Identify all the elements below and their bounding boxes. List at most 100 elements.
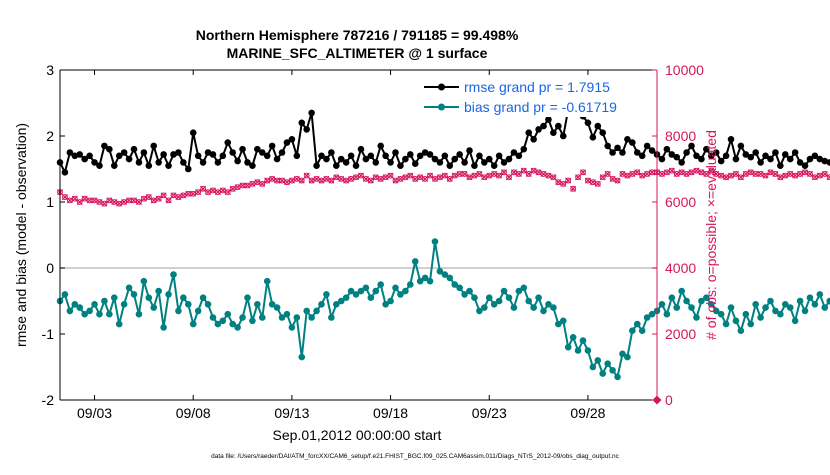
bias-point (273, 304, 281, 311)
obs-evaluated-point (713, 170, 720, 177)
bias-point (446, 274, 454, 282)
x-tick-label: 09/28 (570, 405, 605, 421)
obs-evaluated-stroke (555, 179, 562, 186)
bias-point (71, 301, 79, 308)
obs-evaluated-point (584, 177, 591, 184)
obs-evaluated-stroke (145, 194, 152, 201)
rmse-point (106, 145, 113, 153)
obs-evaluated-stroke (244, 182, 251, 189)
obs-possible-point (210, 187, 216, 194)
bias-point (239, 314, 246, 321)
obs-evaluated-stroke (318, 177, 325, 184)
obs-evaluated-point (461, 170, 468, 177)
bias-point (643, 314, 651, 321)
rmse-point (707, 152, 715, 160)
bias-point (540, 307, 547, 315)
rmse-point (742, 151, 750, 158)
obs-evaluated-stroke (718, 172, 725, 179)
rmse-point (283, 139, 291, 146)
rmse-point (525, 129, 533, 136)
rmse-point (717, 157, 725, 165)
rmse-point (219, 152, 227, 160)
rmse-point (367, 152, 375, 160)
obs-possible-point (703, 171, 710, 177)
rmse-point (352, 162, 360, 169)
obs-evaluated-stroke (787, 170, 794, 177)
obs-evaluated-stroke (678, 169, 685, 176)
obs-evaluated-stroke (747, 169, 754, 176)
obs-evaluated-stroke (234, 184, 241, 191)
obs-evaluated-stroke (649, 169, 656, 176)
bias-point (673, 304, 681, 311)
bias-point (362, 284, 370, 292)
obs-evaluated-point (407, 172, 414, 179)
bias-point (786, 304, 794, 311)
obs-possible-point (279, 177, 285, 184)
obs-possible-point (550, 174, 557, 181)
obs-evaluated-point (619, 170, 626, 177)
obs-evaluated-stroke (535, 169, 542, 176)
rmse-point (421, 149, 429, 156)
obs-evaluated-point (560, 180, 567, 187)
rmse-point (535, 126, 542, 133)
rmse-point (510, 149, 518, 156)
obs-evaluated-stroke (116, 200, 123, 207)
rmse-point (629, 139, 636, 146)
obs-possible-point (580, 169, 586, 176)
obs-possible-point (708, 167, 715, 174)
bias-point (352, 291, 360, 298)
bias-point (170, 271, 177, 278)
obs-evaluated-stroke (422, 175, 429, 182)
y-tick-label-right: 4000 (665, 260, 696, 276)
obs-evaluated-point (431, 175, 438, 182)
bias-point (811, 301, 819, 308)
obs-evaluated-point (348, 175, 355, 182)
rmse-point (342, 159, 350, 166)
bias-point (816, 291, 824, 298)
obs-evaluated-point (757, 170, 764, 177)
obs-possible-point (486, 172, 493, 179)
bias-point (648, 310, 656, 318)
obs-evaluated-stroke (71, 195, 78, 202)
rmse-point (471, 162, 478, 169)
rmse-point (125, 155, 133, 163)
obs-evaluated-stroke (579, 169, 587, 176)
bias-point (520, 284, 528, 292)
obs-evaluated-stroke (624, 172, 631, 179)
obs-evaluated-stroke (486, 172, 493, 179)
bias-point (619, 350, 626, 358)
obs-possible-point (234, 184, 241, 191)
rmse-point (268, 142, 276, 150)
obs-possible-point (303, 172, 310, 179)
obs-evaluated-stroke (274, 177, 281, 184)
obs-evaluated-stroke (801, 169, 809, 176)
obs-evaluated-point (377, 175, 384, 182)
rmse-point (505, 155, 513, 163)
rmse-point (362, 155, 370, 163)
bias-point (545, 301, 552, 308)
rmse-point (584, 119, 592, 127)
obs-evaluated-stroke (417, 174, 424, 181)
rmse-point (293, 152, 301, 160)
rmse-point (165, 162, 172, 169)
rmse-point (816, 155, 824, 163)
obs-possible-point (382, 174, 389, 181)
x-tick-label: 09/08 (176, 405, 211, 421)
bias-point (407, 281, 414, 288)
obs-evaluated-stroke (668, 167, 675, 174)
bias-point (821, 304, 829, 311)
obs-possible-point (387, 172, 394, 179)
bias-point (569, 334, 577, 341)
obs-evaluated-stroke (658, 170, 665, 177)
bias-point (826, 297, 830, 305)
rmse-point (175, 149, 182, 156)
bias-point (397, 291, 404, 298)
rmse-point (688, 142, 695, 150)
obs-evaluated-stroke (427, 172, 434, 179)
bias-point (490, 301, 498, 308)
obs-evaluated-stroke (505, 174, 513, 181)
rmse-point (273, 155, 281, 163)
obs-possible-point (639, 172, 646, 179)
obs-evaluated-point (121, 198, 128, 206)
rmse-point (826, 159, 830, 166)
